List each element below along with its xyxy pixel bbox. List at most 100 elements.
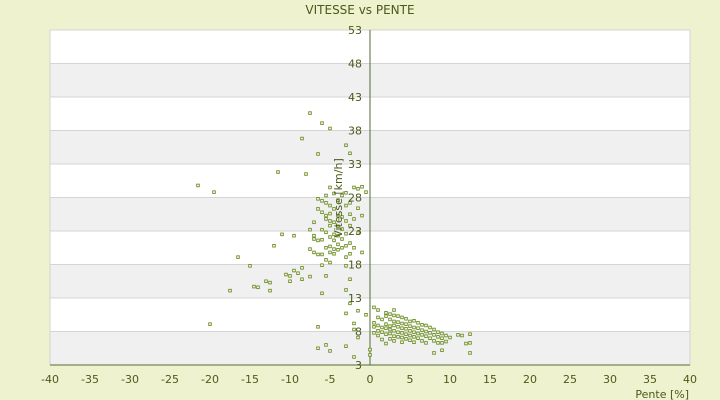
x-tick-label: -25 (161, 373, 179, 386)
data-point (400, 321, 404, 326)
data-point (348, 223, 352, 228)
x-tick-label: 25 (563, 373, 577, 386)
data-point (324, 193, 328, 198)
data-point (336, 224, 340, 229)
data-point (332, 238, 336, 243)
data-point (344, 243, 348, 248)
data-point (348, 201, 352, 205)
data-point (436, 330, 440, 334)
x-tick-label: 30 (603, 373, 617, 386)
data-point (408, 324, 412, 328)
data-point (384, 341, 388, 346)
data-point (372, 305, 376, 310)
x-tick-label: 20 (523, 373, 537, 386)
data-point (308, 274, 312, 279)
data-point (272, 243, 276, 248)
data-point (376, 329, 380, 333)
chart-title: VITESSE vs PENTE (305, 3, 414, 17)
data-point (384, 314, 388, 318)
data-point (388, 317, 392, 322)
data-point (444, 339, 448, 344)
data-point (392, 313, 396, 318)
data-point (324, 230, 328, 235)
data-point (328, 211, 332, 216)
x-tick-label: 5 (407, 373, 414, 386)
data-point (372, 331, 376, 335)
data-point (376, 308, 380, 312)
data-point (392, 319, 396, 324)
data-point (340, 245, 344, 250)
data-point (324, 201, 328, 205)
data-point (408, 319, 412, 324)
data-point (416, 331, 420, 336)
data-point (288, 274, 292, 278)
y-tick-label: 3 (355, 359, 362, 372)
data-point (336, 198, 340, 202)
x-tick-label: -15 (241, 373, 259, 386)
data-point (340, 193, 344, 198)
data-point (412, 319, 416, 323)
data-point (332, 232, 336, 237)
y-tick-label: 48 (348, 58, 362, 71)
data-point (324, 258, 328, 262)
data-point (328, 349, 332, 353)
data-point (320, 210, 324, 214)
data-point (352, 355, 356, 359)
data-point (356, 187, 360, 191)
data-point (300, 266, 304, 270)
data-point (320, 252, 324, 257)
data-point (316, 252, 320, 257)
x-tick-label: 0 (367, 373, 374, 386)
data-point (324, 217, 328, 221)
data-point (384, 310, 388, 315)
data-point (396, 330, 400, 334)
data-point (428, 331, 432, 335)
data-point (308, 227, 312, 232)
data-point (336, 213, 340, 218)
data-point (328, 250, 332, 255)
x-tick-label: -10 (281, 373, 299, 386)
data-point (400, 315, 404, 320)
data-point (300, 136, 304, 141)
data-point (264, 279, 268, 284)
data-point (412, 335, 416, 339)
data-point (408, 329, 412, 333)
data-point (348, 151, 352, 156)
data-point (356, 231, 360, 235)
axes (50, 30, 690, 366)
data-point (328, 185, 332, 190)
y-tick-label: 53 (348, 24, 362, 37)
data-point (392, 308, 396, 312)
data-point (388, 312, 392, 316)
data-point (380, 330, 384, 334)
data-point (380, 337, 384, 342)
data-point (344, 143, 348, 147)
data-point (392, 323, 396, 328)
data-point (344, 288, 348, 292)
data-point (344, 231, 348, 236)
data-point (268, 288, 272, 293)
data-point (412, 330, 416, 334)
data-point (308, 111, 312, 115)
data-point (384, 326, 388, 330)
data-point (348, 241, 352, 245)
data-point (316, 152, 320, 156)
data-point (396, 320, 400, 324)
data-point (396, 335, 400, 339)
data-point (420, 328, 424, 332)
x-tick-label: 35 (643, 373, 657, 386)
data-point (412, 340, 416, 344)
data-point (344, 264, 348, 268)
data-point (336, 233, 340, 238)
data-point (436, 341, 440, 345)
data-point (404, 317, 408, 321)
data-point (348, 277, 352, 281)
data-point (324, 343, 328, 347)
x-tick-label: 10 (443, 373, 457, 386)
data-point (292, 268, 296, 273)
data-point (332, 191, 336, 196)
data-point (404, 322, 408, 326)
data-point (340, 237, 344, 241)
data-point (300, 277, 304, 281)
